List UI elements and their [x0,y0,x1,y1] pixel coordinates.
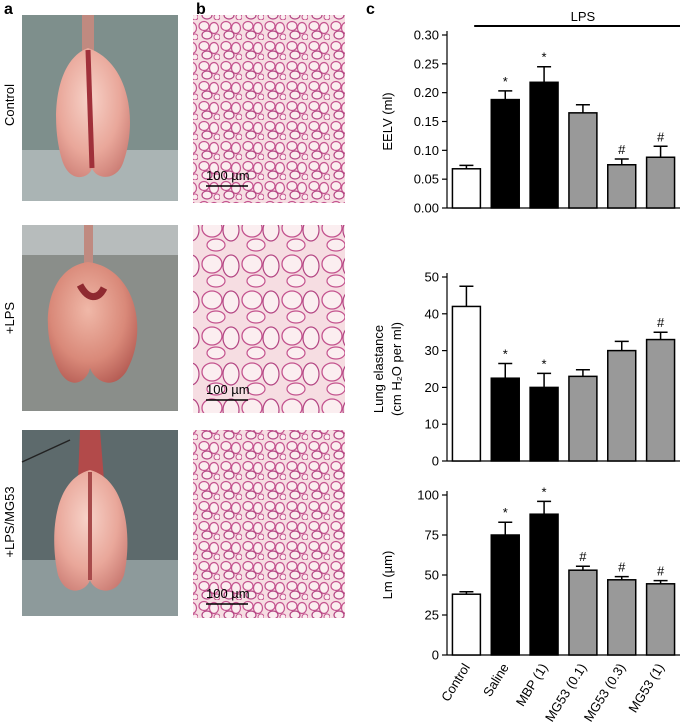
x-tick-label: Control [438,661,473,705]
y-tick-label: 0 [432,454,439,469]
significance-marker: # [657,129,665,144]
y-tick-label: 0.15 [414,114,439,129]
error-bar [614,340,629,351]
y-tick-label: 0.10 [414,143,439,158]
bar [645,156,676,209]
significance-marker: * [542,484,547,499]
bar [568,569,598,656]
bar [529,81,559,209]
error-bar [614,575,629,580]
y-tick-label: 40 [425,306,439,321]
significance-marker: * [542,356,547,371]
bar [529,513,559,656]
bar [451,305,482,462]
significance-marker: * [503,346,508,361]
x-tick-label: MG53 (1) [625,661,667,716]
error-bar [498,521,513,535]
bar [490,377,520,462]
significance-marker: # [657,564,665,579]
bar [451,168,482,209]
x-tick-label: MBP (1) [513,661,551,709]
error-bar [459,591,474,595]
y-tick-label: 75 [425,528,439,543]
bar [645,583,676,656]
bar [568,375,598,462]
significance-marker: # [657,315,665,330]
error-bar [653,579,668,584]
significance-marker: # [579,549,587,564]
y-axis-label: (cm H₂O per ml) [389,322,404,416]
annotation: LPS [571,9,596,24]
error-bar [653,145,668,158]
y-tick-label: 30 [425,343,439,358]
y-tick-label: 50 [425,270,439,285]
y-tick-label: 100 [417,488,439,503]
error-bar [498,362,513,379]
y-axis-label: EELV (ml) [380,92,395,150]
error-bar [575,104,590,113]
bar [568,112,598,209]
significance-marker: * [503,505,508,520]
error-bar [537,65,552,83]
error-bar [614,158,629,165]
y-tick-label: 25 [425,608,439,623]
y-tick-label: 0.25 [414,56,439,71]
y-axis-label: Lm (µm) [380,551,395,600]
significance-marker: * [542,50,547,65]
bar [490,534,520,656]
x-tick-label: Saline [480,661,512,700]
row-label: +LPS/MG53 [2,486,17,557]
error-bar [575,368,590,377]
scale-bar-label: 100 µm [206,168,250,183]
panel-label: c [366,1,375,18]
significance-marker: # [618,560,626,575]
error-bar [459,285,474,307]
row-label: +LPS [2,302,17,334]
y-tick-label: 50 [425,568,439,583]
y-tick-label: 20 [425,380,439,395]
y-tick-label: 10 [425,417,439,432]
bar [607,349,637,462]
panel-label: b [196,1,206,18]
bar [490,98,520,209]
y-tick-label: 0.05 [414,172,439,187]
error-bar [575,565,590,571]
panel-label: a [4,1,13,18]
error-bar [498,90,513,100]
y-tick-label: 0.00 [414,201,439,216]
y-axis-label: Lung elastance [371,325,386,413]
significance-marker: * [503,74,508,89]
significance-marker: # [618,142,626,157]
bar [645,338,676,462]
bar [451,593,482,656]
scale-bar-label: 100 µm [206,586,250,601]
lung-photos [21,15,178,616]
y-tick-label: 0 [432,648,439,663]
scale-bar-label: 100 µm [206,382,250,397]
bar [607,164,637,209]
error-bar [459,164,474,169]
error-bar [537,372,552,388]
error-bar [653,331,668,340]
error-bar [537,500,552,515]
y-tick-label: 0.30 [414,28,439,43]
histology [193,15,345,618]
bar [607,579,637,656]
bar [529,386,559,462]
row-label: Control [2,84,17,126]
y-tick-label: 0.20 [414,85,439,100]
